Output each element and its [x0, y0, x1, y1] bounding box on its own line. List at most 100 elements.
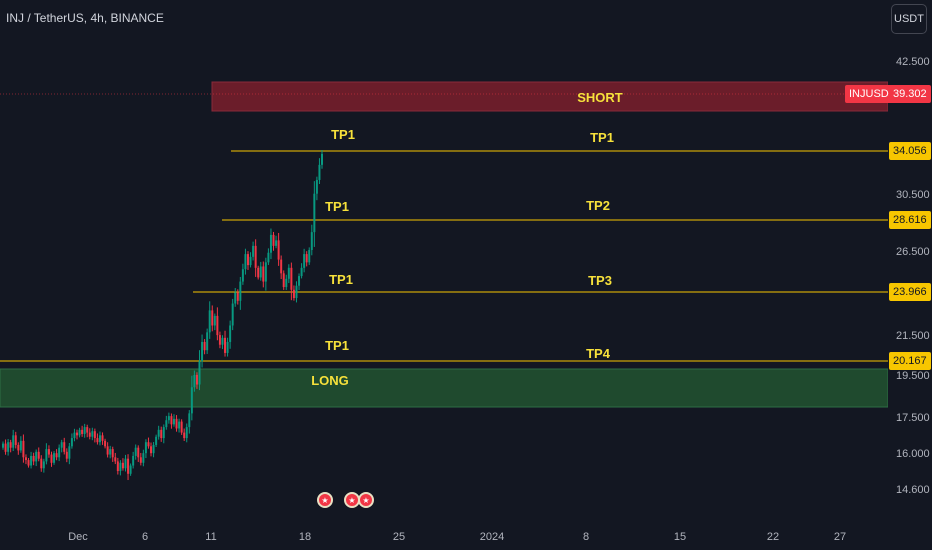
currency-unit-button[interactable]: USDT	[891, 4, 927, 34]
tp-left-label: TP1	[325, 199, 349, 214]
candle-body	[155, 436, 158, 445]
candle-body	[147, 442, 150, 447]
tp-left-label: TP1	[331, 127, 355, 142]
candle-body	[24, 457, 27, 461]
candle-body	[9, 442, 12, 448]
candle-body	[40, 458, 43, 469]
candle-body	[318, 164, 321, 180]
chart-area[interactable]	[0, 0, 888, 522]
time-label: 8	[582, 531, 590, 543]
candle-body	[116, 461, 119, 472]
candle-body	[211, 310, 214, 326]
candle-body	[290, 267, 293, 290]
candle-body	[73, 432, 76, 439]
candle-body	[68, 446, 71, 459]
candle-body	[106, 446, 109, 455]
candle-body	[88, 432, 91, 437]
candle-body	[76, 432, 79, 436]
candle-body	[137, 447, 140, 458]
time-label: 25	[392, 531, 406, 543]
candle-body	[96, 438, 99, 443]
candle-body	[221, 337, 224, 345]
price-axis[interactable]	[888, 0, 932, 522]
candle-body	[12, 435, 15, 448]
candle-body	[19, 440, 22, 451]
candle-body	[206, 332, 209, 351]
tp-right-label: TP3	[588, 273, 612, 288]
short-zone[interactable]	[211, 81, 888, 112]
candle-body	[98, 435, 101, 443]
candle-body	[93, 431, 96, 439]
candle-body	[269, 234, 272, 253]
candle-body	[30, 455, 33, 466]
candle-body	[175, 418, 178, 429]
candle-body	[127, 458, 130, 474]
price-tick-label: 17.500	[896, 412, 930, 424]
long-zone-label: LONG	[311, 373, 349, 388]
candle-body	[300, 267, 303, 277]
time-label: 18	[298, 531, 312, 543]
candle-body	[267, 252, 270, 263]
candle-body	[114, 457, 117, 462]
candle-body	[150, 446, 153, 454]
level-price-label: 34.056	[889, 142, 931, 160]
level-price-label: 23.966	[889, 283, 931, 301]
candle-body	[195, 374, 198, 385]
candle-body	[308, 249, 311, 263]
time-axis[interactable]	[0, 522, 888, 550]
candle-body	[257, 267, 260, 278]
candle-body	[165, 420, 168, 428]
candle-body	[183, 432, 186, 439]
candle-body	[249, 256, 252, 266]
candle-body	[58, 447, 61, 458]
candle-body	[63, 442, 66, 452]
candle-body	[246, 254, 249, 266]
candle-body	[180, 421, 183, 433]
candle-body	[224, 337, 227, 353]
candle-body	[142, 453, 145, 463]
us-flag-event-icon[interactable]: ★	[317, 492, 333, 508]
candle-body	[139, 457, 142, 463]
candle-body	[22, 440, 25, 458]
candlestick-chart[interactable]	[0, 0, 888, 522]
candle-body	[4, 443, 7, 452]
candle-body	[152, 444, 155, 454]
candle-body	[201, 341, 204, 362]
candle-body	[252, 245, 255, 257]
us-flag-event-icon[interactable]: ★	[358, 492, 374, 508]
candle-body	[244, 254, 247, 270]
candle-body	[162, 427, 165, 439]
candle-body	[160, 429, 163, 439]
candle-body	[303, 254, 306, 268]
price-tick-label: 14.600	[896, 484, 930, 496]
long-zone[interactable]	[0, 368, 888, 408]
price-tick-label: 42.500	[896, 56, 930, 68]
candle-body	[132, 455, 135, 466]
candle-body	[2, 443, 4, 448]
candle-body	[178, 421, 181, 429]
level-price-label: 20.167	[889, 352, 931, 370]
candle-body	[101, 435, 104, 441]
time-label: 6	[141, 531, 149, 543]
candle-body	[35, 451, 38, 462]
candle-body	[305, 254, 308, 263]
candle-body	[298, 276, 301, 286]
candle-body	[86, 427, 89, 433]
tp-left-label: TP1	[329, 272, 353, 287]
candle-body	[45, 449, 48, 462]
candle-body	[83, 427, 86, 434]
candle-body	[213, 315, 216, 326]
candle-body	[157, 429, 160, 437]
candle-body	[231, 303, 234, 326]
candle-body	[111, 449, 114, 458]
candle-body	[47, 449, 50, 455]
candle-body	[218, 335, 221, 345]
candle-body	[50, 454, 53, 463]
price-tick-label: 16.000	[896, 448, 930, 460]
candle-body	[42, 461, 45, 469]
candle-body	[81, 429, 84, 434]
candle-body	[119, 462, 122, 472]
candle-body	[295, 285, 298, 299]
candle-body	[124, 458, 127, 469]
candle-body	[121, 462, 124, 469]
